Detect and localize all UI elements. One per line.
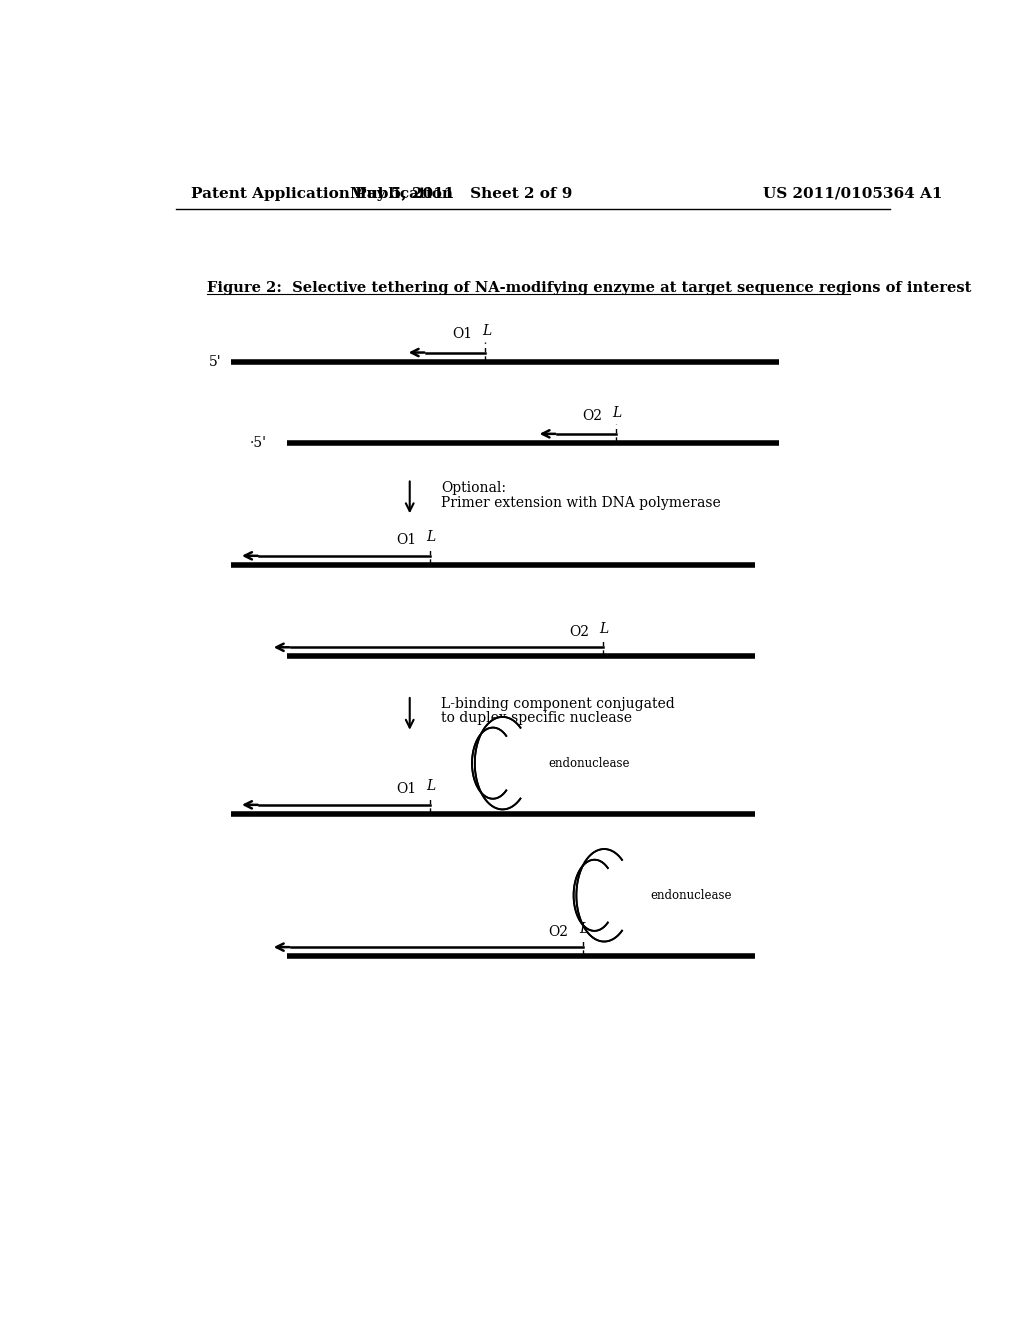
Text: L: L — [482, 325, 492, 338]
Text: L: L — [612, 405, 622, 420]
Text: O2: O2 — [582, 409, 602, 422]
Text: ·5': ·5' — [250, 436, 267, 450]
Text: O2: O2 — [569, 626, 589, 639]
Text: endonuclease: endonuclease — [650, 888, 732, 902]
Text: endonuclease: endonuclease — [549, 756, 630, 770]
Text: to duplex specific nuclease: to duplex specific nuclease — [441, 711, 633, 726]
Text: L: L — [426, 779, 435, 792]
Polygon shape — [573, 849, 622, 941]
Text: O1: O1 — [396, 781, 417, 796]
Text: O2: O2 — [549, 925, 568, 939]
Text: O1: O1 — [452, 327, 472, 342]
Text: May 5, 2011   Sheet 2 of 9: May 5, 2011 Sheet 2 of 9 — [350, 187, 572, 201]
Text: Optional:: Optional: — [441, 480, 507, 495]
Text: L: L — [579, 921, 588, 936]
Text: Figure 2:  Selective tethering of NA-modifying enzyme at target sequence regions: Figure 2: Selective tethering of NA-modi… — [207, 281, 972, 296]
Text: 5': 5' — [209, 355, 221, 368]
Text: Patent Application Publication: Patent Application Publication — [191, 187, 454, 201]
Text: Primer extension with DNA polymerase: Primer extension with DNA polymerase — [441, 496, 721, 510]
Text: L: L — [426, 529, 435, 544]
Text: L-binding component conjugated: L-binding component conjugated — [441, 697, 675, 711]
Text: US 2011/0105364 A1: US 2011/0105364 A1 — [763, 187, 942, 201]
Text: O1: O1 — [396, 533, 417, 546]
Text: L: L — [599, 622, 608, 636]
Polygon shape — [472, 717, 520, 809]
